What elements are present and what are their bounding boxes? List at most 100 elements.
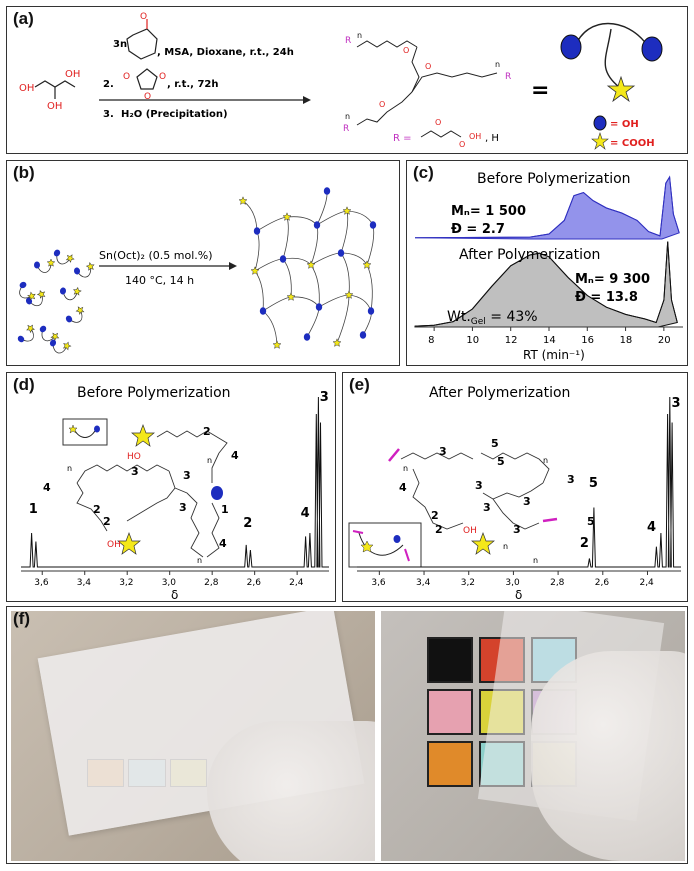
product-r-2: R xyxy=(505,72,511,82)
photo-right-glove xyxy=(531,651,685,861)
catalyst-label: Sn(Oct)₂ (0.5 mol.%) xyxy=(99,249,213,262)
struct-number: 5 xyxy=(587,515,595,528)
r-definition-prefix: R = xyxy=(393,133,412,144)
sec-after-dispersity: Đ = 13.8 xyxy=(575,290,638,305)
legend-oh-label: = OH xyxy=(610,119,639,130)
network-inset xyxy=(348,522,422,568)
nmr-tick-label: 2,8 xyxy=(550,578,565,588)
svg-text:O: O xyxy=(379,100,385,109)
struct-number: 3 xyxy=(131,465,139,478)
svg-text:O: O xyxy=(425,62,431,71)
nmr-after-x-label: δ xyxy=(515,588,522,602)
nmr-after-peak-labels: 2 5 4 3 xyxy=(580,396,681,551)
nmr-tick-label: 2,6 xyxy=(595,578,610,588)
struct-number: 4 xyxy=(219,537,227,550)
sec-tick-label: 12 xyxy=(505,335,518,346)
cartoon-star-polymer xyxy=(560,22,663,103)
photo-left-glove xyxy=(207,721,375,861)
monomer-cluster xyxy=(17,249,95,354)
diol-oh-1: OH xyxy=(65,69,80,80)
sec-after-title: After Polymerization xyxy=(459,247,600,263)
struct-n: n xyxy=(207,456,212,465)
struct-number: 2 xyxy=(93,503,101,516)
nmr-before-x-ticks: 3,6 3,4 3,2 3,0 2,8 2,6 2,4 xyxy=(34,571,304,588)
star-polymer-structure: R n R n R n O O O xyxy=(343,31,511,134)
svg-text:O: O xyxy=(123,72,130,82)
nmr-tick-label: 3,2 xyxy=(461,578,475,588)
step2-conditions: , r.t., 72h xyxy=(167,79,218,90)
struct-number: 5 xyxy=(497,455,505,468)
nmr-before-structure xyxy=(76,430,228,558)
sec-chart: Before Polymerization Mₙ= 1 500 Đ = 2.7 … xyxy=(414,171,683,362)
sec-tick-label: 14 xyxy=(543,335,556,346)
nmr-before-ho: HO xyxy=(127,452,141,462)
panel-d-label: (d) xyxy=(13,375,35,394)
nmr-tick-label: 3,0 xyxy=(505,578,520,588)
nmr-tick-label: 3,4 xyxy=(77,578,92,588)
struct-n: n xyxy=(543,456,548,465)
struct-n: n xyxy=(503,542,508,551)
nmr-peak-label: 3 xyxy=(672,396,681,411)
panel-e-label: (e) xyxy=(349,375,370,394)
struct-n: n xyxy=(197,556,202,565)
struct-number: 1 xyxy=(221,503,229,516)
step1-conditions: , MSA, Dioxane, r.t., 24h xyxy=(157,47,294,58)
polymer-network xyxy=(238,187,377,349)
sec-after-line xyxy=(414,241,678,327)
nmr-tick-label: 3,6 xyxy=(371,578,386,588)
struct-number: 3 xyxy=(475,479,483,492)
struct-number: 2 xyxy=(203,425,211,438)
sec-x-ticks: 8 10 12 14 16 18 20 xyxy=(428,327,671,346)
panel-c: (c) Before Polymerization Mₙ= 1 500 Đ = … xyxy=(406,160,688,366)
nmr-tick-label: 2,6 xyxy=(247,578,262,588)
equals-sign: = xyxy=(531,78,549,103)
panel-b-label: (b) xyxy=(13,163,35,182)
nmr-before-x-label: δ xyxy=(171,588,178,602)
struct-number: 3 xyxy=(179,501,187,514)
struct-number: 3 xyxy=(523,495,531,508)
nmr-tick-label: 2,8 xyxy=(204,578,219,588)
diol-oh-2: OH xyxy=(47,101,62,112)
struct-n: n xyxy=(533,556,538,565)
svg-text:O: O xyxy=(144,92,151,102)
sec-before-mn: Mₙ= 1 500 xyxy=(451,204,526,219)
step1-prefix: 3n xyxy=(113,39,127,50)
struct-number: 2 xyxy=(435,523,443,536)
product-r-3: R xyxy=(343,124,349,134)
struct-number: 3 xyxy=(513,523,521,536)
nmr-peak-label: 2 xyxy=(580,536,589,551)
legend-cooh-icon xyxy=(591,132,609,150)
monomer-inset xyxy=(62,418,108,446)
nmr-before-peak-labels: 1 2 4 3 xyxy=(29,390,329,531)
sec-tick-label: 8 xyxy=(428,335,434,346)
svg-text:OH: OH xyxy=(469,132,481,141)
product-n-1: n xyxy=(357,31,362,40)
nmr-peak-label: 5 xyxy=(589,476,598,491)
nmr-before-title: Before Polymerization xyxy=(77,385,231,401)
sec-before-title: Before Polymerization xyxy=(477,171,631,187)
sec-before-line xyxy=(414,175,680,239)
nmr-tick-label: 3,4 xyxy=(416,578,431,588)
glycerol-structure: OH OH OH xyxy=(19,69,80,112)
nmr-tick-label: 3,0 xyxy=(162,578,177,588)
panel-c-label: (c) xyxy=(413,163,434,182)
sec-tick-label: 10 xyxy=(466,335,479,346)
struct-number: 2 xyxy=(103,515,111,528)
struct-n: n xyxy=(67,464,72,473)
nmr-before-oh: OH xyxy=(107,540,121,550)
product-n-2: n xyxy=(495,60,500,69)
nmr-peak-label: 4 xyxy=(301,506,310,521)
nmr-peak-label: 3 xyxy=(320,390,329,405)
gel-fraction: Wt.Gel = 43% xyxy=(447,309,538,327)
caprolactone-structure: O xyxy=(126,12,158,60)
struct-number: 5 xyxy=(491,437,499,450)
nmr-after-spectrum xyxy=(357,396,681,568)
conditions-label: 140 °C, 14 h xyxy=(125,274,194,287)
nmr-tick-label: 3,6 xyxy=(34,578,49,588)
nmr-tick-label: 3,2 xyxy=(119,578,133,588)
panel-f: (f) xyxy=(6,606,688,864)
